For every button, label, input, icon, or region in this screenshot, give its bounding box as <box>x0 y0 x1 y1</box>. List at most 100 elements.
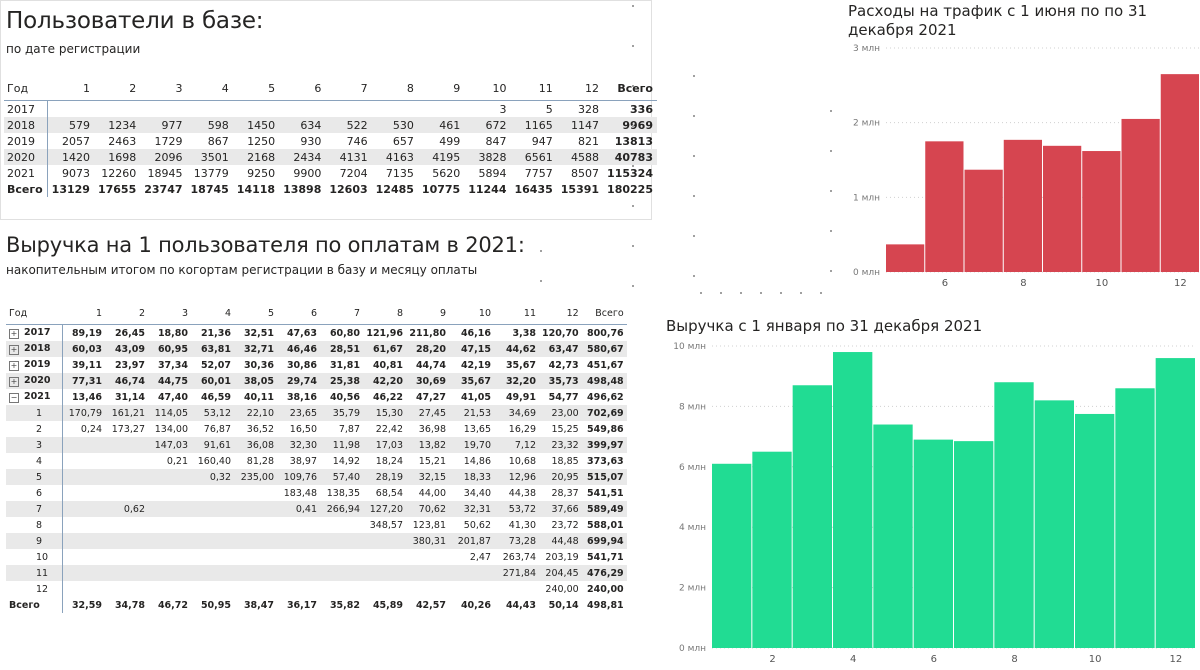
table-cell: 50,62 <box>463 519 491 531</box>
collapse-icon[interactable]: − <box>9 393 19 403</box>
expand-icon[interactable]: + <box>9 329 19 339</box>
table-cell: 53,12 <box>191 405 234 421</box>
table-cell <box>191 517 234 533</box>
table-cell <box>372 101 418 118</box>
bar[interactable] <box>873 424 913 648</box>
revenue-col-header: 12 <box>539 302 582 325</box>
expand-icon[interactable]: + <box>9 377 19 387</box>
month-row: 3 147,03 91,61 36,08 32,30 11,98 17,03 13,82 19,… <box>6 437 627 453</box>
bar[interactable] <box>1034 400 1074 648</box>
table-cell: 35,79 <box>320 405 363 421</box>
table-cell: 515,07 <box>581 469 627 485</box>
table-cell: 34,69 <box>494 405 539 421</box>
bar[interactable] <box>1075 413 1115 648</box>
table-cell <box>62 533 105 549</box>
bar[interactable] <box>964 169 1003 272</box>
bar[interactable] <box>1121 118 1160 272</box>
group-row[interactable]: +2017 89,19 26,45 18,80 21,36 32,51 47,63 60,80… <box>6 324 627 341</box>
total-cell: 50,95 <box>200 599 231 611</box>
users-col-header: 5 <box>232 76 280 101</box>
table-cell: 2463 <box>108 134 137 148</box>
table-cell <box>277 517 320 533</box>
expand-icon[interactable]: + <box>9 345 19 355</box>
group-row[interactable]: +2018 60,03 43,09 60,95 63,81 32,71 46,46 28,51… <box>6 341 627 357</box>
month-row: 12 240,00 240,00 <box>6 581 627 597</box>
bar[interactable] <box>1160 74 1199 272</box>
table-cell: 18,33 <box>449 469 494 485</box>
bar[interactable] <box>792 385 832 648</box>
total-cell: 38,47 <box>243 599 274 611</box>
table-cell: 134,00 <box>154 423 188 435</box>
group-label[interactable]: +2020 <box>6 373 63 389</box>
table-cell: 47,40 <box>157 391 188 403</box>
table-cell: 203,19 <box>545 551 579 563</box>
table-cell <box>363 549 406 565</box>
table-cell: 44,62 <box>494 341 539 357</box>
revenue-chart[interactable]: 0 млн 2 млн 4 млн 6 млн 8 млн 10 млн 2 4 6 8 10 12 <box>660 338 1200 668</box>
table-cell: 18,24 <box>375 455 403 467</box>
revenue-chart-title: Выручка с 1 января по 31 декабря 2021 <box>666 317 983 335</box>
decorative-dot <box>700 292 702 294</box>
table-cell <box>148 533 191 549</box>
table-cell: 161,21 <box>105 405 148 421</box>
group-label[interactable]: +2018 <box>6 341 63 357</box>
table-cell: 109,76 <box>277 469 320 485</box>
table-cell <box>279 101 325 118</box>
revenue-col-header: Всего <box>581 302 627 325</box>
table-cell: 34,40 <box>463 487 491 499</box>
table-cell: 89,19 <box>71 327 102 339</box>
bar[interactable] <box>752 451 792 648</box>
table-cell: 42,73 <box>548 359 579 371</box>
group-label[interactable]: +2019 <box>6 357 63 373</box>
table-cell: 2057 <box>61 134 90 148</box>
table-cell: 201,87 <box>449 533 494 549</box>
group-row[interactable]: −2021 13,46 31,14 47,40 46,59 40,11 38,16 40,56… <box>6 389 627 405</box>
traffic-chart[interactable]: 0 млн 1 млн 2 млн 3 млн 6 8 10 12 <box>840 40 1200 290</box>
table-cell: 123,81 <box>412 519 446 531</box>
table-cell <box>105 581 148 597</box>
row-year-label: 2019 <box>4 133 48 149</box>
table-cell: 21,53 <box>449 405 494 421</box>
table-cell: 32,15 <box>406 469 449 485</box>
bar[interactable] <box>712 463 752 648</box>
table-cell: 23,00 <box>539 405 582 421</box>
table-cell: 4163 <box>371 149 418 165</box>
x-tick-label: 12 <box>1169 654 1182 665</box>
bar[interactable] <box>1082 151 1121 272</box>
table-cell: 47,15 <box>449 341 494 357</box>
decorative-dot <box>830 150 832 152</box>
group-row[interactable]: +2020 77,31 46,74 44,75 60,01 38,05 29,74 25,38… <box>6 373 627 389</box>
group-row[interactable]: +2019 39,11 23,97 37,34 52,07 30,36 30,86 31,81… <box>6 357 627 373</box>
total-cell: 18745 <box>190 182 229 196</box>
table-cell <box>105 437 148 453</box>
table-cell: 29,74 <box>277 373 320 389</box>
total-cell: 42,57 <box>415 599 446 611</box>
table-cell: 46,59 <box>200 391 231 403</box>
table-cell <box>62 565 105 581</box>
bar[interactable] <box>886 244 925 272</box>
expand-icon[interactable]: + <box>9 361 19 371</box>
table-cell: 14,92 <box>332 455 360 467</box>
table-cell: 53,72 <box>494 501 539 517</box>
table-cell: 18,85 <box>551 455 579 467</box>
total-cell: 15391 <box>560 182 600 196</box>
month-label: 11 <box>6 565 63 581</box>
bar[interactable] <box>1043 145 1082 272</box>
bar[interactable] <box>833 352 873 648</box>
group-label[interactable]: −2021 <box>6 389 63 405</box>
bar[interactable] <box>1155 358 1195 648</box>
bar[interactable] <box>1003 139 1042 272</box>
group-label[interactable]: +2017 <box>6 324 63 341</box>
bar[interactable] <box>925 141 964 272</box>
table-cell <box>363 581 406 597</box>
table-cell: 263,74 <box>502 551 536 563</box>
y-tick-label: 4 млн <box>679 523 706 533</box>
table-cell: 60,01 <box>191 373 234 389</box>
table-cell: 36,08 <box>234 437 277 453</box>
table-cell: 2096 <box>140 149 187 165</box>
bar[interactable] <box>954 441 994 648</box>
bar[interactable] <box>994 382 1034 648</box>
decorative-dot <box>632 165 634 167</box>
bar[interactable] <box>913 439 953 648</box>
bar[interactable] <box>1115 388 1155 648</box>
